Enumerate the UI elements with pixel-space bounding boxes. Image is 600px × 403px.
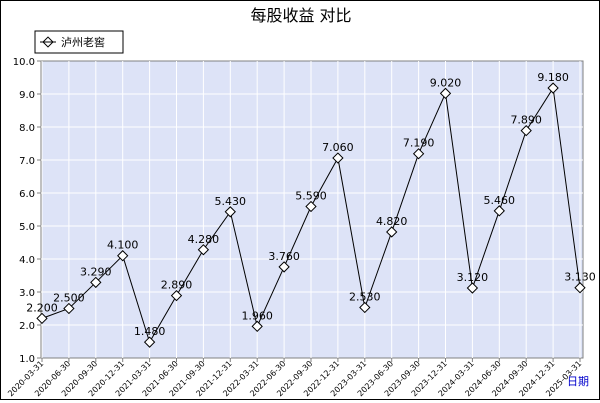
data-point-marker <box>466 282 479 294</box>
y-tick-label: 5.0 <box>19 222 35 233</box>
y-tick-label: 1.0 <box>19 354 35 365</box>
data-label: 2.200 <box>26 301 58 314</box>
data-point-marker <box>197 244 210 256</box>
data-label: 7.890 <box>510 114 542 127</box>
data-point-marker <box>332 152 344 164</box>
data-label: 7.190 <box>403 137 435 150</box>
data-label: 4.820 <box>376 215 408 228</box>
data-point-marker <box>63 302 75 315</box>
data-point-marker <box>170 289 183 302</box>
data-point-marker <box>439 87 452 99</box>
data-point-marker <box>359 301 371 314</box>
data-point-marker <box>36 312 48 325</box>
data-label: 3.130 <box>564 271 596 284</box>
y-tick-label: 6.0 <box>19 189 35 200</box>
data-label: 3.290 <box>80 265 112 278</box>
data-label: 1.960 <box>241 309 273 322</box>
data-point-marker <box>251 320 263 332</box>
y-tick-label: 3.0 <box>19 288 35 299</box>
legend-series-label: 泸州老窖 <box>61 35 105 49</box>
data-point-marker <box>574 282 586 294</box>
data-label: 5.460 <box>484 194 516 207</box>
data-point-marker <box>520 124 532 137</box>
y-tick-label: 9.0 <box>19 90 35 101</box>
data-label: 2.890 <box>161 279 193 292</box>
y-tick-label: 10.0 <box>13 57 35 68</box>
data-label: 9.020 <box>430 76 462 89</box>
data-point-marker <box>386 226 398 238</box>
legend: 泸州老窖 <box>34 30 124 54</box>
y-tick-label: 4.0 <box>19 255 35 266</box>
data-label: 4.280 <box>188 233 220 246</box>
x-axis-title: 日期 <box>567 375 589 388</box>
data-label: 4.100 <box>107 239 139 252</box>
data-point-marker <box>224 206 236 218</box>
y-tick-label: 7.0 <box>19 156 35 167</box>
data-label: 2.500 <box>53 292 85 305</box>
legend-marker-icon <box>42 36 54 48</box>
y-tick-label: 2.0 <box>19 321 35 332</box>
data-label: 2.530 <box>349 291 381 304</box>
data-label: 5.430 <box>215 195 247 208</box>
data-point-marker <box>547 82 559 94</box>
data-point-marker <box>143 336 156 348</box>
data-point-marker <box>493 205 505 217</box>
data-label: 3.760 <box>268 250 300 263</box>
data-label: 3.120 <box>457 271 489 284</box>
data-label: 7.060 <box>322 141 354 154</box>
data-point-marker <box>90 276 102 289</box>
data-label: 1.480 <box>134 325 166 338</box>
data-point-marker <box>117 250 129 262</box>
y-tick-label: 8.0 <box>19 123 35 134</box>
legend-box <box>34 30 124 54</box>
data-label: 9.180 <box>537 71 569 84</box>
chart-title: 每股收益 对比 <box>250 6 351 25</box>
data-point-marker <box>278 261 290 273</box>
data-point-marker <box>305 200 317 213</box>
data-label: 5.590 <box>295 190 327 203</box>
data-point-marker <box>412 148 425 160</box>
